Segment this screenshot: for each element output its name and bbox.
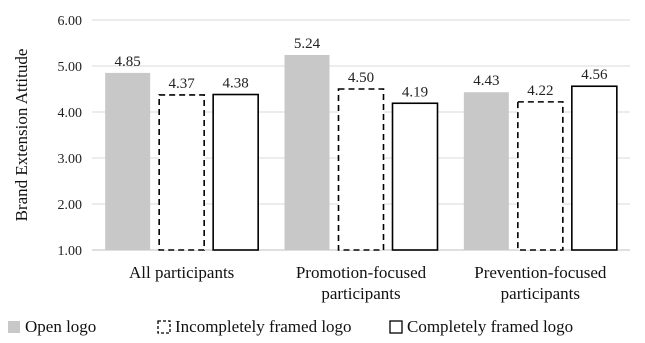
bar (463, 92, 509, 250)
bar (212, 93, 259, 251)
y-tick-label: 5.00 (58, 60, 83, 75)
bar (284, 54, 330, 251)
data-label: 4.43 (473, 73, 499, 89)
category-labels: All participants Promotion-focused partici… (129, 263, 607, 303)
data-label: 4.50 (348, 70, 374, 86)
legend-entry: Completely framed logo (407, 317, 573, 336)
legend-entry: Incompletely framed logo (175, 317, 352, 336)
y-axis-tick-labels: 1.00 2.00 3.00 4.00 5.00 6.00 (58, 14, 83, 259)
bar (391, 102, 439, 251)
data-label: 4.22 (527, 83, 553, 99)
category-label: All participants (129, 263, 234, 282)
bar (158, 94, 205, 251)
y-tick-label: 4.00 (58, 106, 83, 121)
data-label: 5.24 (294, 36, 321, 52)
data-labels: 4.85 4.37 4.38 5.24 4.50 4.19 4.43 4.22 4.56 (115, 36, 608, 100)
y-axis-title: Brand Extension Attitude (12, 49, 31, 222)
data-label: 4.19 (402, 84, 428, 100)
y-tick-label: 6.00 (58, 14, 83, 29)
category-label: participants (501, 284, 580, 303)
y-tick-label: 2.00 (58, 198, 83, 213)
y-tick-label: 1.00 (58, 244, 83, 259)
data-label: 4.37 (169, 76, 196, 92)
y-tick-label: 3.00 (58, 152, 83, 167)
data-label: 4.85 (115, 54, 141, 70)
data-label: 4.38 (223, 76, 249, 92)
bar (571, 85, 618, 251)
bars (105, 54, 618, 251)
bar (517, 101, 564, 251)
data-label: 4.56 (581, 67, 608, 83)
category-label: Promotion-focused (296, 263, 427, 282)
legend: Open logo Incompletely framed logo Complet… (8, 317, 573, 336)
bar (105, 72, 151, 251)
legend-swatch (8, 321, 20, 333)
legend-entry: Open logo (25, 317, 96, 336)
legend-swatch (157, 320, 171, 334)
category-label: participants (321, 284, 400, 303)
bar (337, 88, 385, 251)
legend-swatch (389, 320, 403, 334)
category-label: Prevention-focused (474, 263, 607, 282)
